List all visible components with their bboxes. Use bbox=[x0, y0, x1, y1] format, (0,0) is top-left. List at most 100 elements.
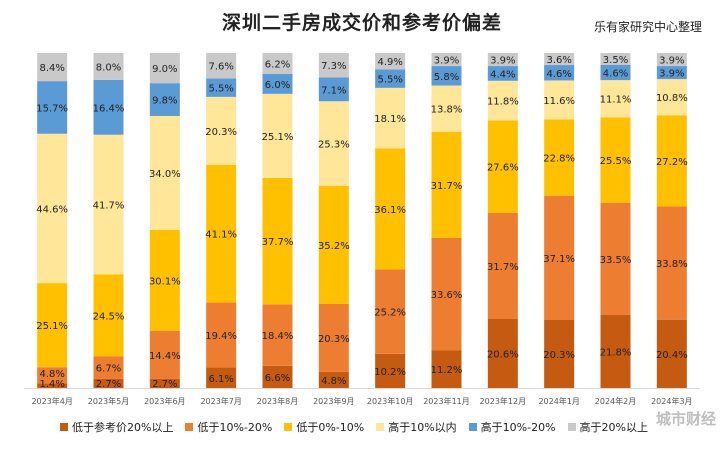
bar-segment bbox=[656, 115, 687, 207]
data-label: 3.9% bbox=[434, 56, 459, 67]
data-label: 20.4% bbox=[656, 350, 688, 361]
data-label: 37.7% bbox=[262, 237, 294, 248]
bar-segment bbox=[93, 53, 124, 80]
data-label: 7.3% bbox=[321, 61, 346, 72]
legend-swatch bbox=[567, 423, 576, 431]
legend-label: 低于0%-10% bbox=[296, 421, 365, 434]
data-label: 18.1% bbox=[374, 114, 406, 125]
data-label: 20.3% bbox=[318, 334, 350, 345]
legend-label: 低于10%-20% bbox=[197, 421, 273, 434]
bar-segment bbox=[262, 53, 293, 74]
legend-label: 低于参考价20%以上 bbox=[72, 421, 174, 434]
x-tick-label: 2023年10月 bbox=[367, 396, 414, 406]
bar-segment bbox=[318, 185, 349, 304]
legend-label: 高于20%以上 bbox=[579, 421, 648, 434]
bar-segment bbox=[487, 66, 518, 81]
data-label: 20.3% bbox=[543, 350, 575, 361]
data-label: 20.6% bbox=[487, 349, 519, 360]
legend-swatch bbox=[376, 423, 385, 431]
bar-segment bbox=[93, 79, 124, 135]
bar-segment bbox=[375, 269, 406, 354]
data-label: 10.8% bbox=[656, 93, 688, 104]
data-label: 4.8% bbox=[39, 369, 64, 380]
bar-segment bbox=[262, 93, 293, 178]
bar-segment bbox=[544, 80, 575, 120]
data-label: 10.2% bbox=[374, 367, 406, 378]
data-label: 33.8% bbox=[656, 259, 688, 270]
data-label: 44.6% bbox=[36, 204, 68, 215]
bar-segment bbox=[656, 79, 687, 116]
data-label: 22.8% bbox=[543, 154, 575, 165]
bar-segment bbox=[656, 206, 687, 320]
legend-label: 高于10%-20% bbox=[480, 421, 556, 434]
data-label: 8.4% bbox=[39, 63, 64, 74]
data-label: 8.0% bbox=[96, 62, 121, 73]
data-label: 25.1% bbox=[262, 132, 294, 143]
x-tick-label: 2023年5月 bbox=[88, 396, 129, 406]
data-label: 36.1% bbox=[374, 205, 406, 216]
bar-segment bbox=[600, 117, 631, 203]
bar-segment bbox=[37, 53, 68, 82]
data-label: 27.2% bbox=[656, 157, 688, 168]
legend-item: 低于10%-20% bbox=[185, 419, 272, 435]
bar-segment bbox=[600, 80, 631, 118]
bar-segment bbox=[544, 65, 575, 81]
bar-segment bbox=[600, 53, 631, 65]
data-label: 3.6% bbox=[546, 55, 571, 66]
data-label: 5.8% bbox=[434, 72, 459, 83]
data-label: 6.7% bbox=[96, 364, 121, 375]
bar-segment bbox=[656, 66, 687, 80]
bar-segment bbox=[149, 115, 180, 230]
bar-segment bbox=[375, 53, 406, 70]
bar-segment bbox=[37, 81, 68, 134]
bar-segment bbox=[431, 53, 462, 67]
bar-segment bbox=[206, 302, 237, 368]
data-label: 20.3% bbox=[205, 127, 237, 138]
data-label: 33.5% bbox=[600, 255, 632, 266]
x-tick-label: 2023年4月 bbox=[31, 396, 72, 406]
bar-segment bbox=[93, 356, 124, 379]
bar-segment bbox=[37, 367, 68, 384]
bar-segment bbox=[262, 177, 293, 305]
data-label: 6.6% bbox=[265, 373, 290, 384]
data-label: 30.1% bbox=[149, 276, 181, 287]
bar-segment bbox=[206, 78, 237, 97]
bar-segment bbox=[375, 148, 406, 270]
legend-item: 低于参考价20%以上 bbox=[60, 419, 173, 435]
bar-segment bbox=[206, 96, 237, 165]
bar-segment bbox=[375, 353, 406, 388]
bar-segment bbox=[318, 303, 349, 372]
legend-swatch bbox=[468, 423, 477, 431]
x-tick-label: 2023年6月 bbox=[144, 396, 185, 406]
bar-segment bbox=[318, 53, 349, 78]
bar-segment bbox=[656, 319, 687, 388]
data-label: 2.7% bbox=[96, 379, 121, 390]
bar-segment bbox=[431, 85, 462, 132]
legend-label: 高于10%以内 bbox=[388, 421, 457, 434]
bar-segment bbox=[431, 237, 462, 351]
data-label: 18.4% bbox=[262, 331, 294, 342]
x-tick-label: 2023年8月 bbox=[257, 396, 298, 406]
data-label: 6.0% bbox=[265, 80, 290, 91]
bar-segment bbox=[487, 80, 518, 121]
data-label: 7.1% bbox=[321, 85, 346, 96]
data-label: 3.5% bbox=[603, 55, 628, 66]
bar-segment bbox=[544, 319, 575, 388]
bar-segment bbox=[149, 378, 180, 388]
data-label: 4.8% bbox=[321, 376, 346, 387]
data-label: 19.4% bbox=[205, 331, 237, 342]
bar-segment bbox=[431, 131, 462, 238]
data-label: 3.9% bbox=[490, 56, 515, 67]
data-label: 11.6% bbox=[543, 96, 575, 107]
data-label: 9.8% bbox=[152, 96, 177, 107]
data-label: 5.5% bbox=[377, 75, 402, 86]
data-label: 37.1% bbox=[543, 254, 575, 265]
bar-segment bbox=[149, 229, 180, 331]
bar-segment bbox=[544, 119, 575, 196]
x-tick-label: 2024年1月 bbox=[538, 396, 579, 406]
watermark: 城市财经 bbox=[655, 410, 716, 428]
bar-segment bbox=[93, 274, 124, 357]
bar-segment bbox=[600, 314, 631, 388]
x-tick-label: 2023年12月 bbox=[480, 396, 527, 406]
